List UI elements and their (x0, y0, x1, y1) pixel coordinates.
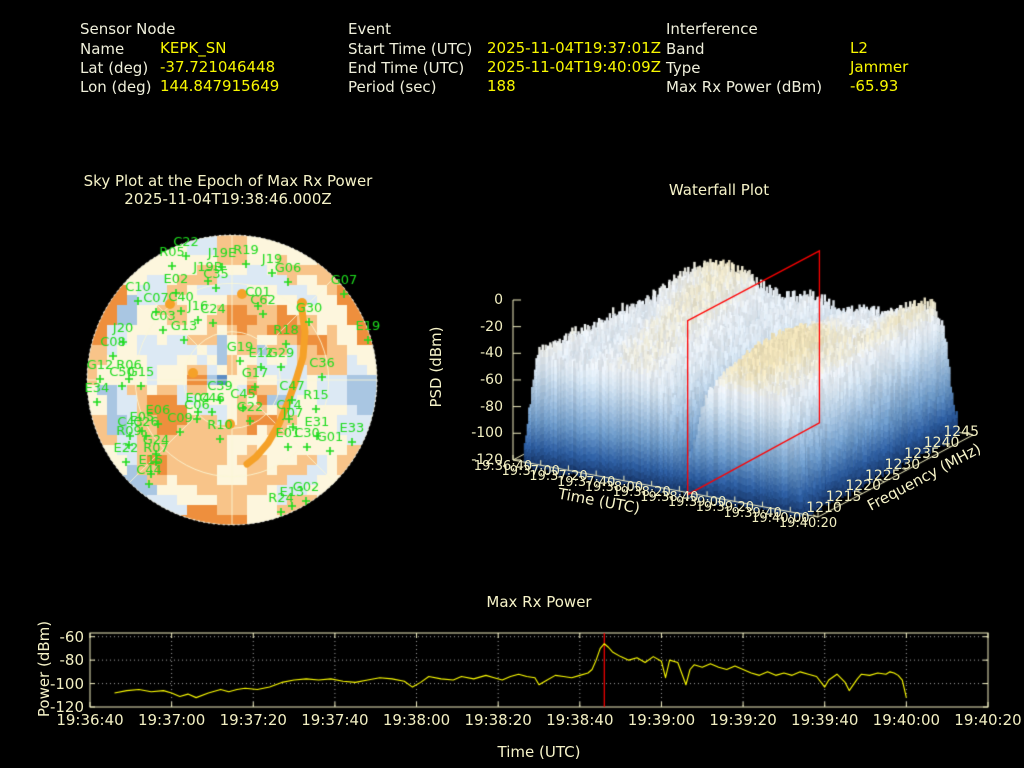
waterfall-frequency-tick: 1210 (806, 500, 842, 516)
field-value: -37.721046448 (160, 58, 276, 76)
waterfall-frequency-tick: 1225 (864, 467, 901, 484)
field-label: Type (666, 59, 701, 77)
header-group-event: Event Start Time (UTC) 2025-11-04T19:37:01… (348, 20, 661, 96)
field-value: -65.93 (850, 77, 899, 95)
header-field-row: Period (sec) 188 (348, 77, 516, 96)
waterfall-psd-tick: -120 (471, 451, 503, 468)
waterfall-time-tick: 19:40:20 (778, 515, 838, 531)
bottom-time-tick: 19:40:20 (954, 711, 1022, 729)
bottom-time-tick: 19:40:00 (872, 711, 941, 729)
bottom-time-tick: 19:36:40 (56, 711, 124, 729)
waterfall-psd-tick: 0 (494, 292, 503, 308)
bottom-time-tick: 19:37:20 (219, 711, 287, 729)
field-value: KEPK_SN (160, 39, 227, 57)
waterfall-psd-tick: -100 (471, 425, 503, 442)
field-value: 2025-11-04T19:37:01Z (487, 39, 661, 57)
bottom-time-tick: 19:38:20 (464, 711, 532, 729)
waterfall-title: Waterfall Plot (668, 181, 770, 199)
waterfall-psd-tick: -80 (480, 398, 503, 415)
bottom-time-tick: 19:39:40 (791, 711, 859, 729)
waterfall-frequency-tick: 1230 (884, 456, 921, 473)
bottom-time-axis-label: Time (UTC) (497, 743, 581, 761)
waterfall-time-tick: 19:39:00 (667, 495, 727, 511)
field-label: Period (sec) (348, 78, 437, 96)
header-group-title: Sensor Node (80, 20, 176, 38)
waterfall-frequency-tick: 1215 (825, 489, 862, 506)
bottom-power-tick: -100 (49, 674, 84, 693)
header-field-row: Max Rx Power (dBm) -65.93 (666, 77, 898, 96)
bottom-time-tick: 19:37:00 (137, 711, 206, 729)
waterfall-frequency-tick: 1240 (923, 435, 960, 452)
waterfall-frequency-tick: 1235 (904, 446, 940, 462)
header-group-sensor: Sensor Node Name KEPK_SN Lat (deg) -37.72104… (80, 20, 279, 96)
header-group-title: Interference (666, 20, 758, 38)
waterfall-time-tick: 19:37:40 (556, 474, 616, 490)
header-group-title: Event (348, 20, 391, 38)
bottom-time-tick: 19:37:40 (301, 711, 369, 729)
waterfall-time-tick: 19:39:40 (723, 505, 782, 521)
waterfall-psd-tick: -40 (480, 345, 503, 362)
skyplot-title-line2: 2025-11-04T19:38:46.000Z (124, 190, 332, 208)
field-value: L2 (850, 39, 868, 57)
header-field-row: Start Time (UTC) 2025-11-04T19:37:01Z (348, 39, 661, 58)
waterfall-time-tick: 19:37:00 (501, 464, 560, 480)
waterfall-time-tick: 19:37:20 (529, 469, 588, 485)
skyplot-title-line1: Sky Plot at the Epoch of Max Rx Power (83, 172, 373, 190)
header-field-row: End Time (UTC) 2025-11-04T19:40:09Z (348, 58, 661, 77)
waterfall-time-tick: 19:40:00 (751, 510, 810, 526)
skyplot-title: Sky Plot at the Epoch of Max Rx Power 20… (28, 172, 428, 208)
bottom-time-tick: 19:38:40 (546, 711, 614, 729)
waterfall-time-tick: 19:36:40 (473, 459, 533, 474)
field-label: Name (80, 40, 125, 58)
bottom-power-tick: -80 (59, 651, 85, 670)
waterfall-time-tick: 19:38:40 (640, 490, 699, 506)
bottom-power-tick: -60 (59, 627, 85, 646)
bottom-time-tick: 19:38:00 (382, 711, 451, 729)
bottom-chart-title: Max Rx Power (486, 593, 592, 611)
field-value: Jammer (850, 58, 909, 76)
field-label: End Time (UTC) (348, 59, 465, 77)
header-field-row: Type Jammer (666, 58, 908, 77)
waterfall-frequency-tick: 1245 (943, 424, 979, 441)
field-label: Start Time (UTC) (348, 40, 473, 58)
bottom-power-tick: -120 (49, 698, 84, 716)
bottom-time-tick: 19:39:20 (709, 711, 777, 729)
field-label: Lat (deg) (80, 59, 149, 77)
field-label: Max Rx Power (dBm) (666, 78, 823, 96)
field-label: Band (666, 40, 705, 58)
header-field-row: Name KEPK_SN (80, 39, 226, 58)
bottom-time-tick: 19:39:00 (627, 711, 696, 729)
waterfall-time-tick: 19:39:20 (695, 500, 755, 516)
field-label: Lon (deg) (80, 78, 152, 96)
field-value: 144.847915649 (160, 77, 280, 95)
field-value: 188 (487, 77, 516, 95)
waterfall-psd-tick: -20 (480, 318, 503, 335)
header-field-row: Band L2 (666, 39, 868, 58)
field-value: 2025-11-04T19:40:09Z (487, 58, 661, 76)
header-field-row: Lon (deg) 144.847915649 (80, 77, 279, 96)
waterfall-frequency-tick: 1220 (845, 478, 881, 495)
header-group-interference: Interference Band L2 Type Jammer Max Rx Power… (666, 20, 908, 96)
waterfall-time-tick: 19:38:00 (584, 479, 644, 495)
waterfall-time-tick: 19:38:20 (612, 484, 671, 500)
waterfall-psd-tick: -60 (480, 371, 503, 388)
header-field-row: Lat (deg) -37.721046448 (80, 58, 275, 77)
